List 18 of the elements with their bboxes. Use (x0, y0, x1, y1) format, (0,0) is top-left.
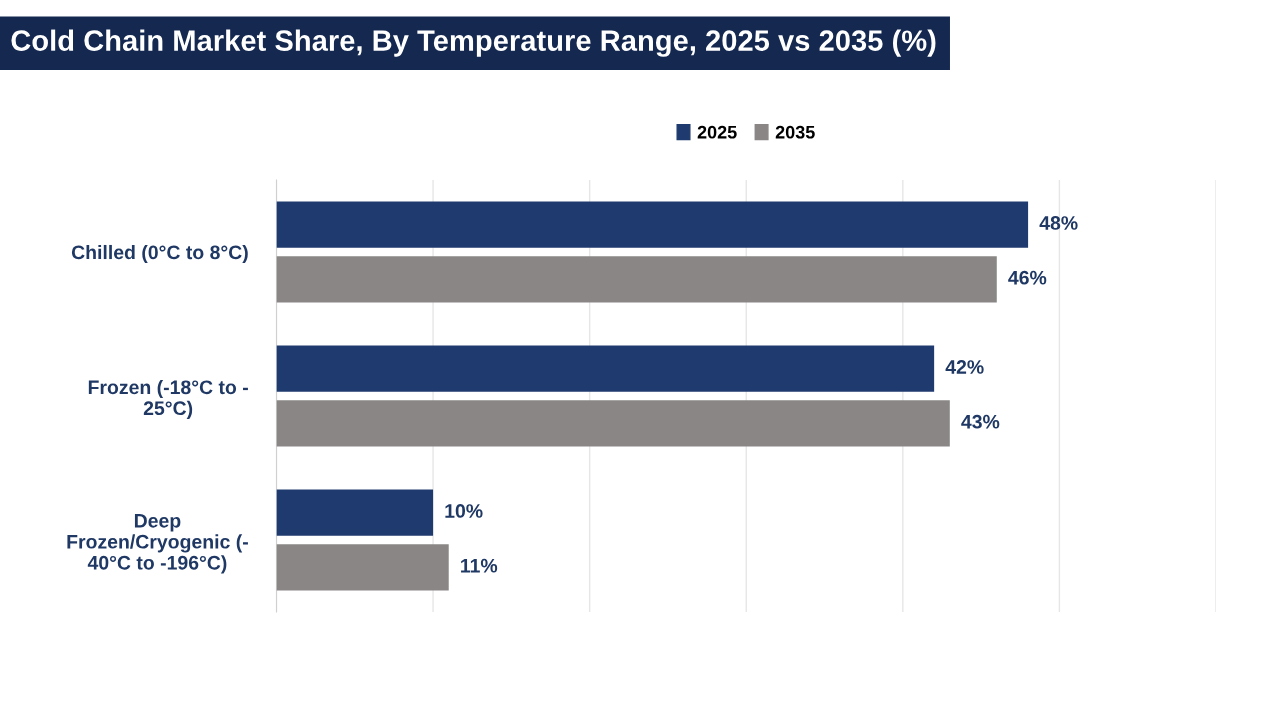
data-label: 46% (1008, 270, 1047, 285)
data-label: 42% (945, 360, 984, 374)
bar (276, 345, 935, 392)
legend-label: 2035 (775, 125, 815, 139)
data-label: 43% (961, 414, 1000, 429)
y-tick-label: Frozen (-18°C to - 25°C) (88, 379, 248, 419)
data-label: 48% (1039, 216, 1078, 230)
y-tick-label: Deep Frozen/Cryogenic (- 40°C to -196°C) (67, 514, 248, 574)
data-label: 10% (445, 504, 483, 518)
bar (276, 201, 1029, 248)
legend-label: 2025 (697, 125, 737, 139)
bar (276, 544, 449, 591)
bar (276, 256, 997, 303)
y-tick-label: Chilled (0°C to 8°C) (71, 244, 248, 264)
chart-title: Cold Chain Market Share, By Temperature Range, 2025 vs 2035 (%) (11, 29, 936, 57)
bar (276, 489, 434, 536)
data-label: 11% (461, 558, 498, 573)
bar (276, 400, 950, 447)
